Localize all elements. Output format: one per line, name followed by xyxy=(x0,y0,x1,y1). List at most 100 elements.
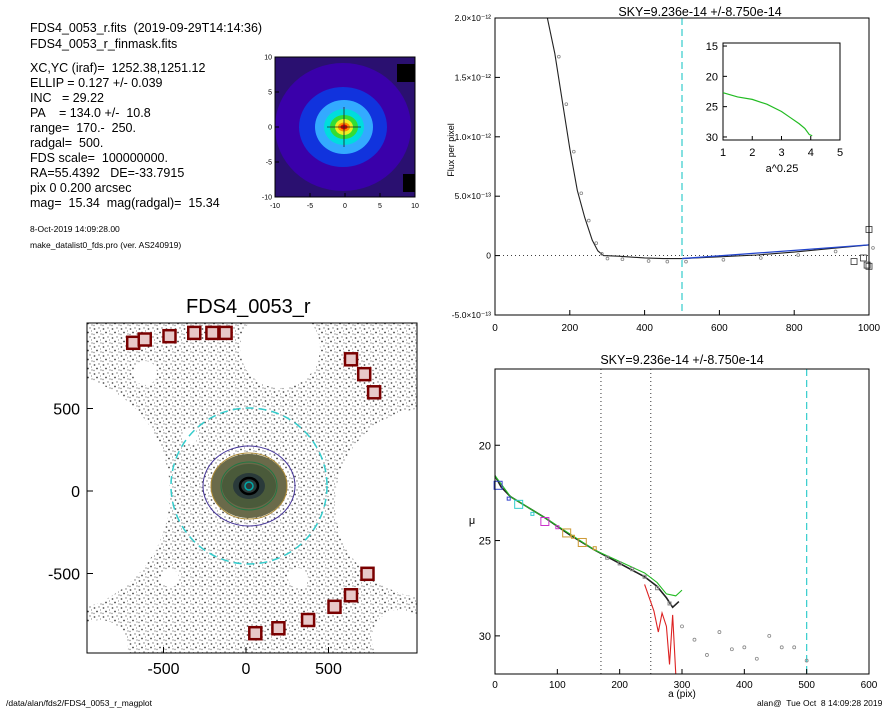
thumb-ytick-label: -5 xyxy=(266,160,272,167)
sb-marker xyxy=(555,525,560,530)
sky-ytick-label: 1.5×10⁻¹² xyxy=(455,72,492,82)
masked-region-bottomright xyxy=(372,610,417,653)
center-thumbnail: -10 -5 0 5 10 10 5 0 -5 -10 xyxy=(262,55,419,211)
sky-plot-ylabel: Flux per pixel xyxy=(446,123,456,177)
sb-series-0 xyxy=(494,475,680,609)
sb-xtick-label: 300 xyxy=(674,680,691,691)
param-2: INC = 29.22 xyxy=(30,91,104,105)
thumbnail-contours xyxy=(275,63,415,192)
sb-outlier-point xyxy=(767,633,772,638)
sb-outlier-point xyxy=(792,645,797,650)
sb-marker xyxy=(630,567,635,572)
sb-marker xyxy=(577,537,587,547)
sb-xtick-label: 200 xyxy=(611,680,628,691)
sb-marker xyxy=(592,546,597,551)
isophote-range-inner xyxy=(220,461,278,511)
sky-profile-point xyxy=(564,102,569,106)
sb-outlier-point xyxy=(742,645,747,650)
sb-content xyxy=(493,369,809,675)
sky-profile-point xyxy=(605,256,610,261)
masked-corner-1 xyxy=(397,64,415,82)
param-6: FDS scale= 100000000. xyxy=(30,151,168,165)
masked-hole-4 xyxy=(373,486,397,510)
param-4: range= 170.- 250. xyxy=(30,121,136,135)
sky-profile-point xyxy=(586,218,591,223)
galaxy-image-panel: -500 0 500 500 0 -500 xyxy=(48,322,418,679)
galaxy-image-title: FDS4_0053_r xyxy=(186,296,311,318)
sb-series-1 xyxy=(494,475,683,597)
sky-profile-point xyxy=(579,191,584,196)
mask-box xyxy=(248,625,263,641)
inset-xtick-label: 1 xyxy=(720,147,726,159)
sb-marker xyxy=(617,561,622,566)
mask-box xyxy=(300,612,316,628)
thumb-ytick-label: 10 xyxy=(264,55,272,62)
sky-xtick-label: 400 xyxy=(636,323,653,334)
sky-profile-point xyxy=(665,259,670,264)
thumb-ytick-label: -10 xyxy=(262,195,272,202)
sb-marker xyxy=(655,586,660,591)
mask-box xyxy=(162,328,177,344)
masked-region-top xyxy=(240,323,320,388)
masked-hole-1 xyxy=(133,361,157,385)
program-name: make_datalist0_fds.pro (ver. AS240919) xyxy=(30,240,182,250)
mask-box xyxy=(343,588,359,603)
mask-file-line: FDS4_0053_r_finmask.fits xyxy=(30,37,178,51)
sb-plot-ylabel: μ xyxy=(469,515,475,527)
mask-box xyxy=(366,385,382,400)
sky-profile-point xyxy=(572,149,576,154)
thumb-xtick-label: 0 xyxy=(343,203,347,210)
sb-plot-xlabel: a (pix) xyxy=(668,689,696,700)
footer-path: /data/alan/fds2/FDS4_0053_r_magplot xyxy=(6,698,153,708)
surface-brightness-plot: SKY=9.236e-14 +/-8.750e-14 μ a (pix) 0 10… xyxy=(469,353,878,700)
inset-ytick-label: 25 xyxy=(706,102,718,114)
galaxy-axes: -500 0 500 500 0 -500 xyxy=(48,402,342,679)
sb-xtick-label: 400 xyxy=(736,680,753,691)
thumb-ytick-label: 5 xyxy=(268,90,272,97)
sb-ytick-label: 30 xyxy=(479,631,491,643)
param-0: XC,YC (iraf)= 1252.38,1251.12 xyxy=(30,61,206,75)
sb-outlier-point xyxy=(729,647,734,652)
sb-ytick-label: 25 xyxy=(479,536,491,548)
gal-xtick-label: 0 xyxy=(242,661,251,678)
sb-marker xyxy=(570,534,575,539)
sky-plot-title: SKY=9.236e-14 +/-8.750e-14 xyxy=(618,5,781,19)
sky-profile-plot: SKY=9.236e-14 +/-8.750e-14 Flux per pixe… xyxy=(446,5,881,334)
sky-xtick-label: 1000 xyxy=(858,323,881,334)
param-5: radgal= 500. xyxy=(30,136,104,150)
isophote-center xyxy=(244,481,254,491)
sky-profile-point xyxy=(871,246,875,250)
masked-hole-2 xyxy=(161,569,179,587)
thumb-xtick-label: -5 xyxy=(307,203,313,210)
mask-box xyxy=(343,352,359,367)
thumb-xtick-label: 10 xyxy=(411,203,419,210)
sb-marker xyxy=(562,528,572,538)
inset-content: 1 2 3 4 5 15 20 25 30 xyxy=(706,41,843,159)
mask-boxes xyxy=(125,325,382,641)
thumbnail-axes: -10 -5 0 5 10 10 5 0 -5 -10 xyxy=(262,55,419,211)
masked-hole-3 xyxy=(288,568,308,588)
masked-region-left xyxy=(87,378,170,608)
sb-outlier-point xyxy=(754,656,759,661)
sky-ytick-label: 2.0×10⁻¹² xyxy=(455,13,492,23)
inset-curve xyxy=(722,92,813,137)
sky-profile-point xyxy=(684,259,688,264)
sb-marker xyxy=(514,499,524,509)
sky-profile-point xyxy=(758,256,763,260)
isophote-outer xyxy=(202,445,296,527)
sb-outlier-point xyxy=(717,630,722,634)
mask-box xyxy=(271,621,286,636)
isophote-range-outer xyxy=(210,452,288,520)
sb-xtick-label: 500 xyxy=(798,680,815,691)
sky-profile-point xyxy=(721,257,726,262)
isophote-ellipses xyxy=(202,445,296,527)
sky-axes: 0 200 400 600 800 1000-5.0×10⁻¹³05.0×10⁻¹³1.0… xyxy=(452,13,881,334)
sky-outlier-square xyxy=(863,261,871,269)
sb-outlier-point xyxy=(692,637,697,642)
isophote-core xyxy=(238,476,260,496)
run-date: 8-Oct-2019 14:09:28.00 xyxy=(30,224,120,234)
sky-ytick-label: 0 xyxy=(486,251,491,261)
thumb-xtick-label: 5 xyxy=(378,203,382,210)
param-3: PA = 134.0 +/- 10.8 xyxy=(30,106,151,120)
param-8: pix 0 0.200 arcsec xyxy=(30,181,132,195)
